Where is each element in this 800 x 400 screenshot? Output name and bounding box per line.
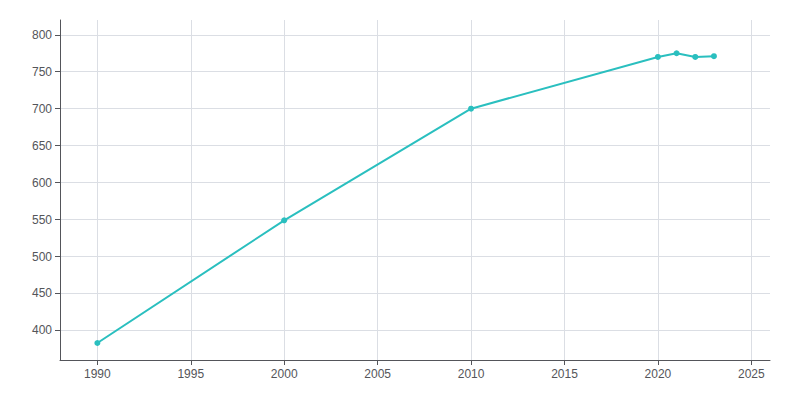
svg-text:2005: 2005 [364,367,391,381]
svg-text:800: 800 [32,28,52,42]
svg-text:2015: 2015 [551,367,578,381]
svg-text:450: 450 [32,286,52,300]
svg-text:400: 400 [32,323,52,337]
svg-text:600: 600 [32,176,52,190]
svg-text:750: 750 [32,65,52,79]
svg-text:550: 550 [32,213,52,227]
svg-text:1995: 1995 [177,367,204,381]
svg-text:700: 700 [32,102,52,116]
svg-text:2025: 2025 [738,367,765,381]
svg-text:2020: 2020 [645,367,672,381]
svg-text:500: 500 [32,250,52,264]
svg-text:2010: 2010 [458,367,485,381]
svg-text:650: 650 [32,139,52,153]
svg-text:1990: 1990 [84,367,111,381]
svg-text:2000: 2000 [271,367,298,381]
